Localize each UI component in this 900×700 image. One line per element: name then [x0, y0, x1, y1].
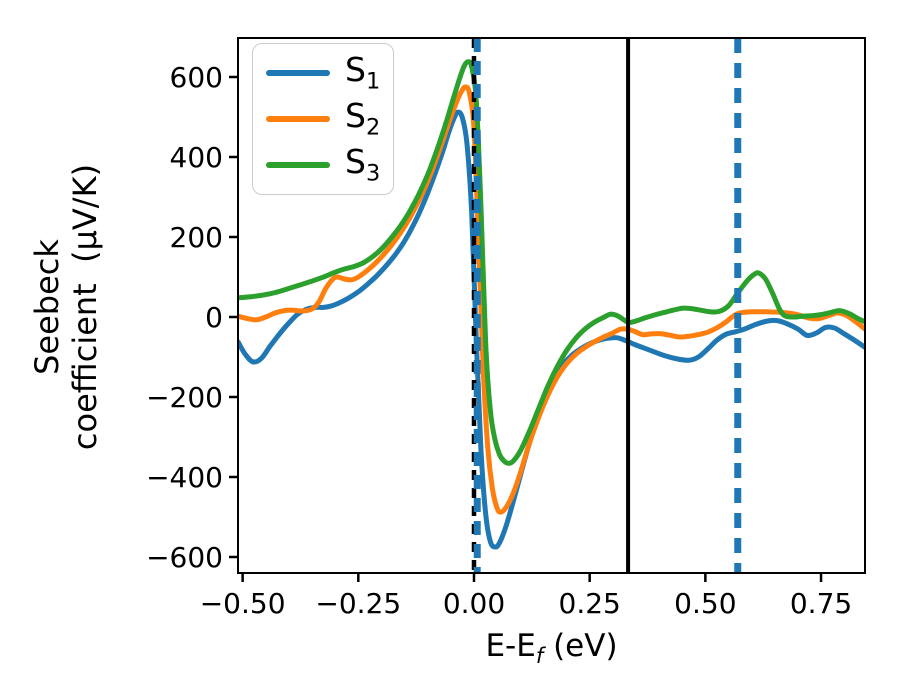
- y-tick-label: 200: [170, 221, 223, 254]
- y-tick-label: −400: [146, 461, 223, 494]
- legend-label-s3: S3: [345, 141, 381, 187]
- legend-label-s1: S1: [345, 49, 381, 95]
- x-tick-label: −0.25: [315, 587, 401, 620]
- y-tick-label: 400: [170, 141, 223, 174]
- x-tick-label: 0.50: [674, 587, 736, 620]
- x-axis-label-unit: (eV): [543, 628, 618, 664]
- series-line-s2: [238, 84, 865, 515]
- x-axis-label-sub: f: [535, 643, 544, 669]
- legend-item-s3: S3: [266, 145, 393, 185]
- y-axis-label: Seebeck coefficient (μV/K): [28, 27, 108, 587]
- series-group: [238, 59, 865, 550]
- axes-spines: [237, 37, 866, 574]
- y-tick-label: −600: [146, 541, 223, 574]
- y-tick-label: 0: [205, 301, 223, 334]
- series-line-s3: [238, 59, 865, 466]
- legend-item-s1: S1: [266, 53, 393, 93]
- x-axis-label-base: E-E: [485, 628, 536, 664]
- y-tick-label: −200: [146, 381, 223, 414]
- y-tick-label: 600: [170, 61, 223, 94]
- legend-swatch-s1: [266, 70, 330, 76]
- legend-item-s2: S2: [266, 99, 393, 139]
- x-tick-label: 0.25: [559, 587, 621, 620]
- series-line-s1: [238, 109, 865, 550]
- legend-label-s2: S2: [345, 95, 381, 141]
- x-axis-label: E-Ef (eV): [238, 628, 865, 668]
- x-tick-label: −0.50: [200, 587, 286, 620]
- legend-swatch-s2: [266, 116, 330, 122]
- x-tick-label: 0.00: [443, 587, 505, 620]
- y-axis-label-line2: coefficient (μV/K): [66, 163, 105, 451]
- legend: S1 S2 S3: [252, 43, 394, 195]
- x-tick-label: 0.75: [790, 587, 852, 620]
- y-axis-label-line1: Seebeck: [28, 239, 66, 375]
- legend-swatch-s3: [266, 162, 330, 168]
